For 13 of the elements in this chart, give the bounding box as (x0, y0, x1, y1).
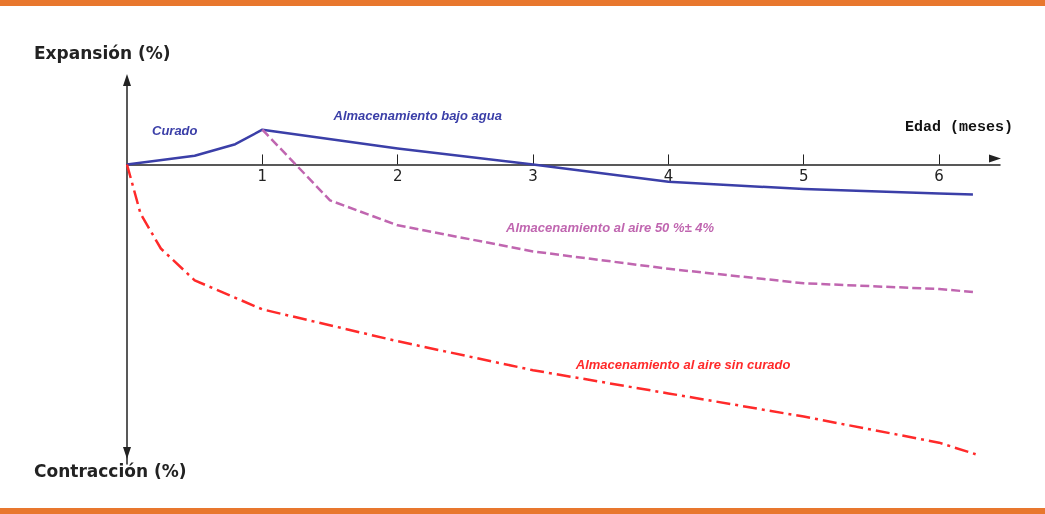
x-tick-label: 4 (663, 166, 674, 185)
series-label: Almacenamiento al aire 50 %± 4% (505, 220, 715, 236)
x-axis-title: Edad (meses) (904, 119, 1014, 136)
x-tick-label: 6 (934, 166, 944, 185)
annotation: Curado (152, 123, 198, 138)
x-tick-label: 2 (392, 166, 403, 185)
series-label: Almacenamiento bajo agua (332, 107, 502, 123)
y-axis-title: Expansión (%) (34, 42, 171, 63)
x-tick-label: 3 (528, 166, 538, 185)
x-tick-label: 1 (257, 166, 268, 185)
x-tick-label: 5 (798, 166, 809, 185)
text: Contracción (%) (34, 460, 187, 481)
series-label: Almacenamiento al aire sin curado (574, 357, 791, 373)
